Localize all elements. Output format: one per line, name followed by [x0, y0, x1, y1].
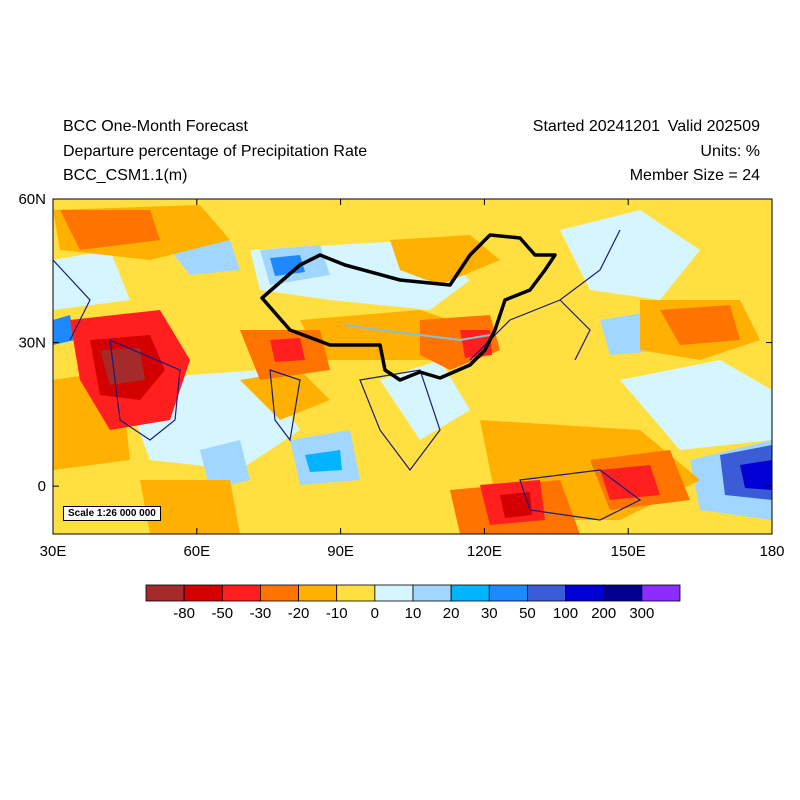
chart-subtitle: Departure percentage of Precipitation Ra…: [63, 143, 368, 160]
colorbar-swatch: [221, 584, 261, 602]
valid-date: Valid 202509: [667, 118, 760, 135]
y-tick-label: 30N: [18, 335, 46, 352]
colorbar-label: 20: [443, 605, 460, 622]
colorbar-label: 50: [519, 605, 536, 622]
colorbar-swatch: [565, 584, 605, 602]
colorbar: -80 -50 -30 -20 -10 0 10 20 30 50 100 200 300: [145, 584, 681, 622]
x-tick-label: 180: [759, 543, 784, 560]
colorbar-label: 300: [629, 605, 654, 622]
colorbar-swatch: [336, 584, 376, 602]
colorbar-swatch: [527, 584, 566, 602]
member-size: Member Size = 24: [629, 167, 760, 184]
colorbar-label: -10: [326, 605, 348, 622]
colorbar-swatch: [488, 584, 528, 602]
started-date: Started 20241201: [532, 118, 660, 135]
model-name: BCC_CSM1.1(m): [63, 167, 188, 184]
chart-title: BCC One-Month Forecast: [63, 118, 248, 135]
colorbar-swatch: [298, 584, 338, 602]
colorbar-label: 10: [405, 605, 422, 622]
colorbar-swatch: [450, 584, 490, 602]
colorbar-label: 30: [481, 605, 498, 622]
y-tick-label: 60N: [18, 191, 46, 208]
x-tick-label: 90E: [327, 543, 354, 560]
map-frame: [52, 198, 773, 535]
axis-ticks: 30E 60E 90E 120E 150E 180 60N 30N 0: [18, 191, 784, 560]
anomaly-field: [53, 199, 772, 534]
colorbar-label: 200: [591, 605, 616, 622]
colorbar-swatch: [260, 584, 299, 602]
colorbar-label: -20: [288, 605, 310, 622]
colorbar-swatch: [603, 584, 643, 602]
y-tick-label: 0: [38, 478, 46, 495]
x-tick-label: 60E: [183, 543, 210, 560]
colorbar-label: 100: [553, 605, 578, 622]
colorbar-label: -80: [173, 605, 195, 622]
colorbar-label: -50: [211, 605, 233, 622]
x-tick-label: 150E: [611, 543, 646, 560]
colorbar-swatch: [145, 584, 185, 602]
scale-label: Scale 1:26 000 000: [63, 506, 161, 521]
colorbar-swatch: [412, 584, 452, 602]
colorbar-swatch: [641, 584, 681, 602]
colorbar-label: 0: [371, 605, 379, 622]
units-label: Units: %: [700, 143, 760, 160]
colorbar-label: -30: [250, 605, 272, 622]
colorbar-swatch: [374, 584, 414, 602]
x-tick-label: 30E: [40, 543, 67, 560]
colorbar-swatch: [183, 584, 223, 602]
x-tick-label: 120E: [467, 543, 502, 560]
